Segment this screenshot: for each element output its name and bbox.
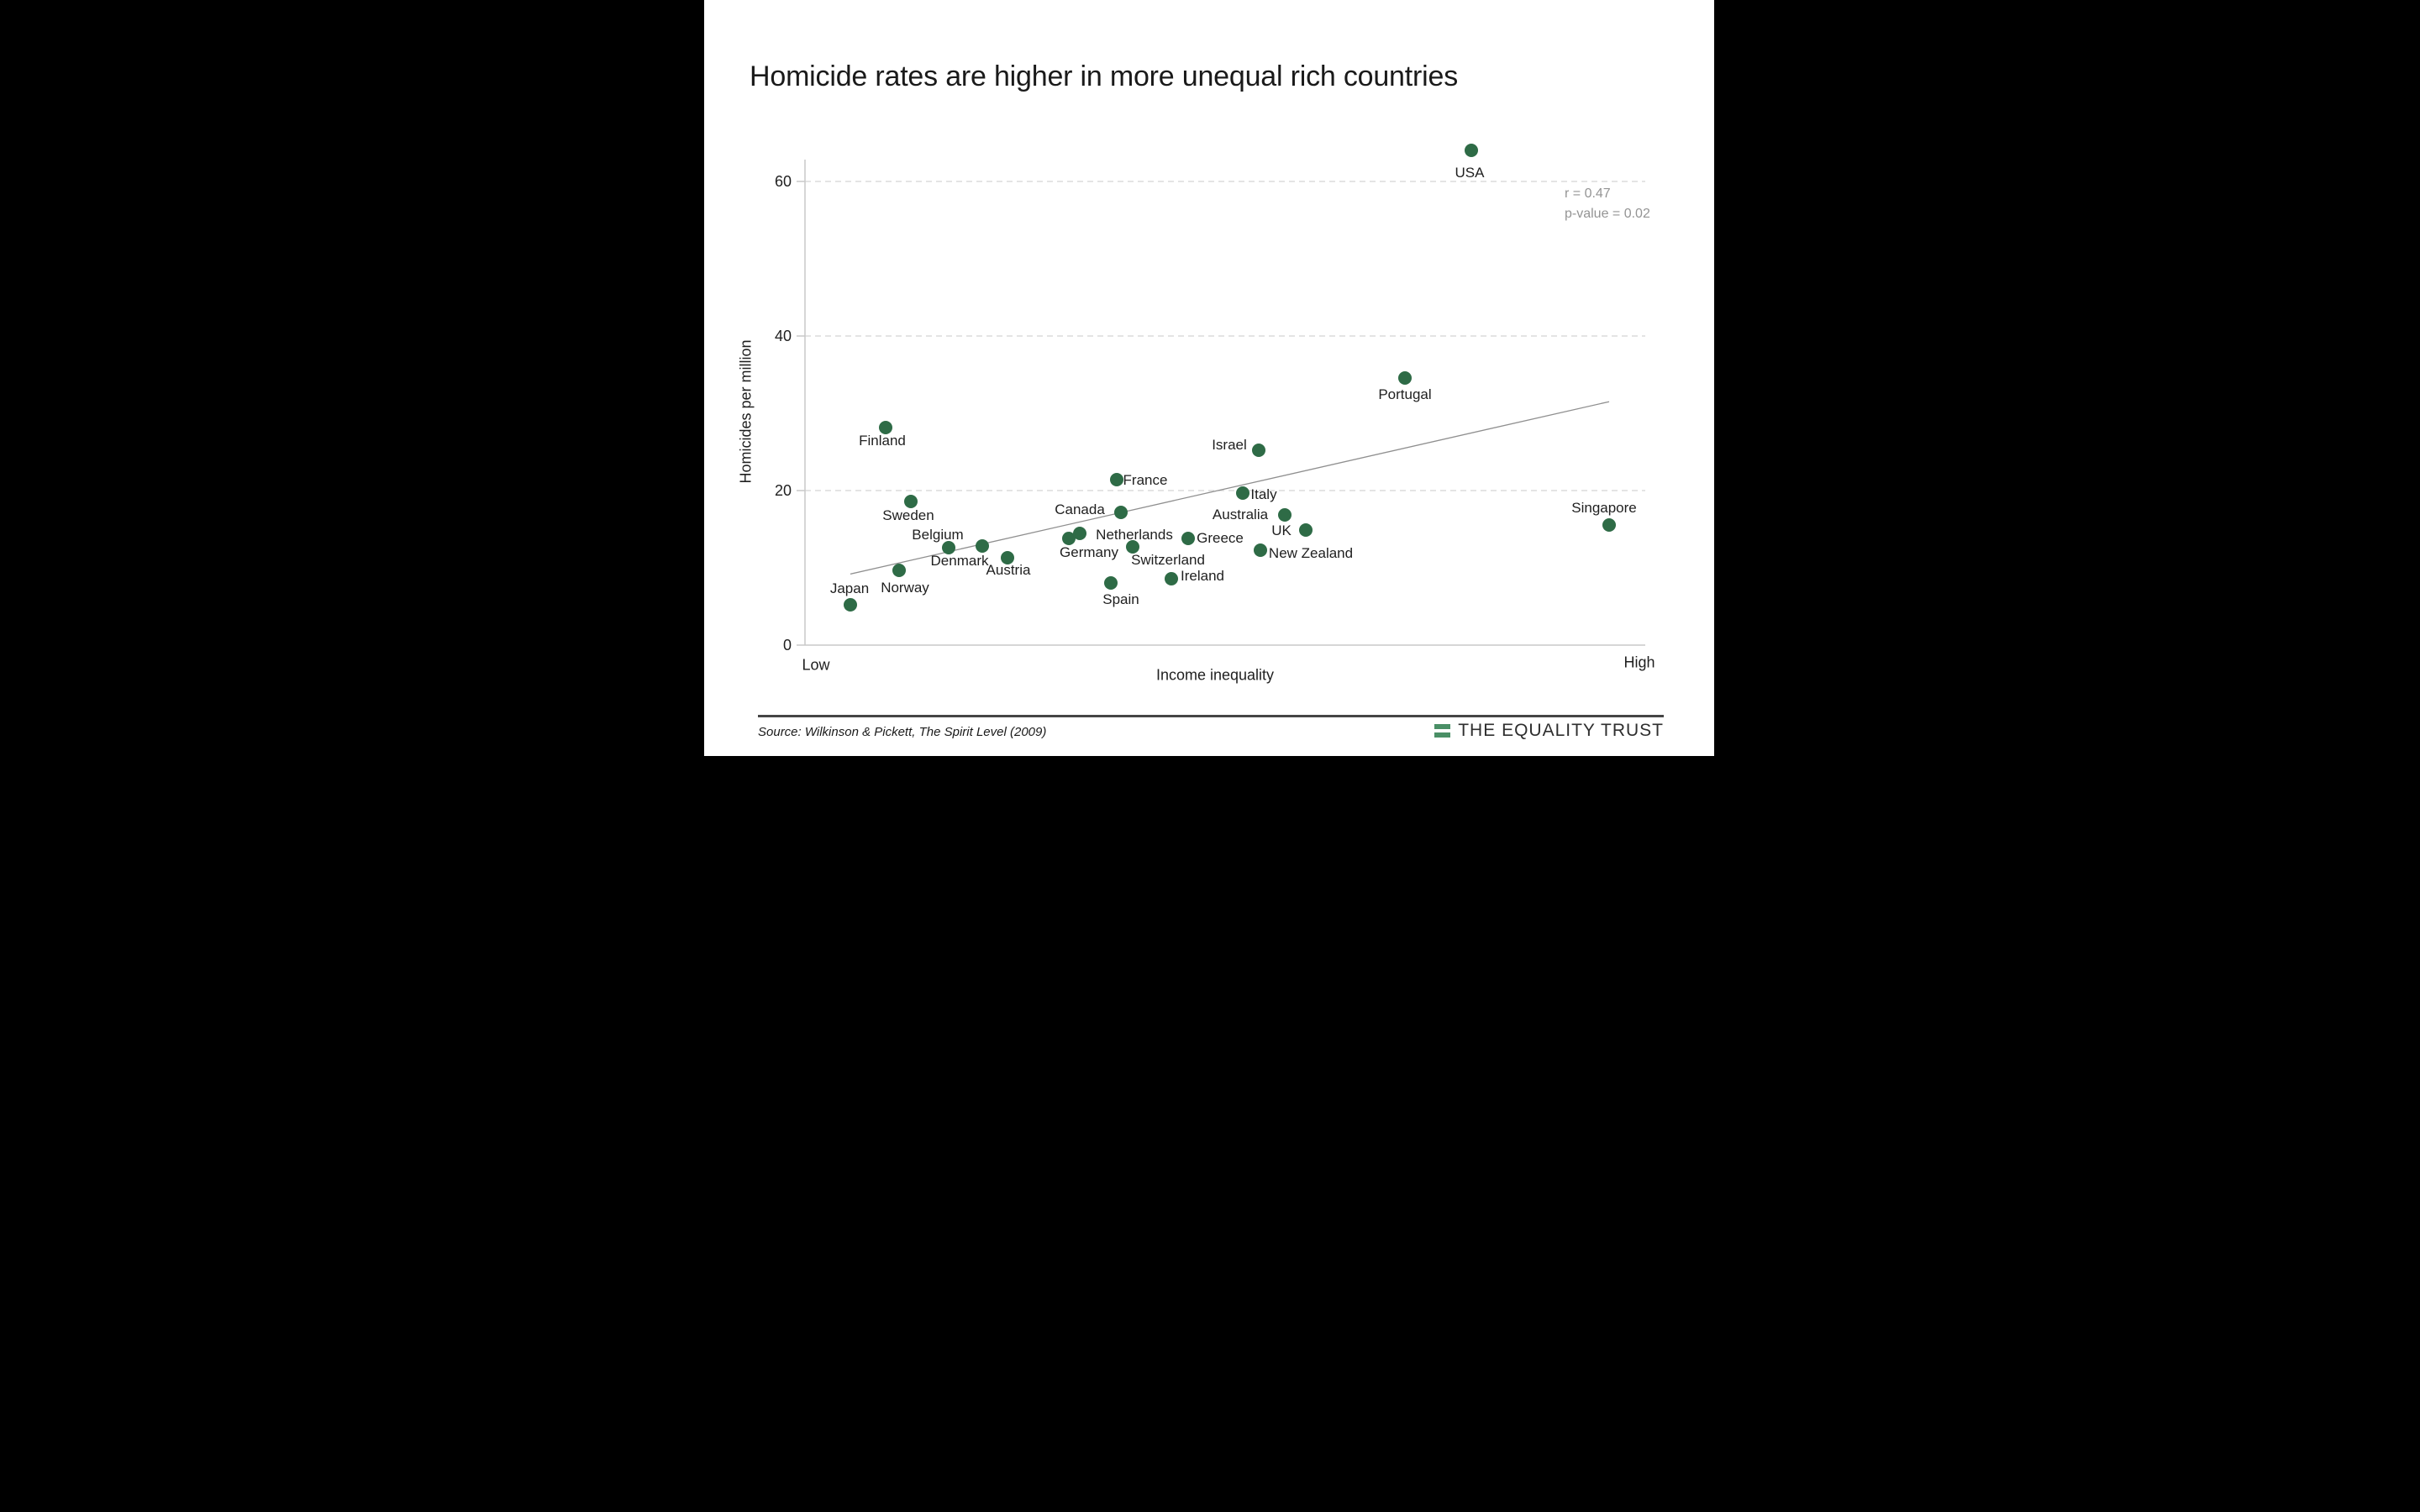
letterbox-bar-left bbox=[605, 0, 704, 756]
data-point-belgium bbox=[942, 541, 955, 555]
data-point-japan bbox=[844, 598, 857, 612]
data-label-israel: Israel bbox=[1212, 437, 1247, 454]
data-label-austria: Austria bbox=[986, 562, 1031, 579]
data-label-france: France bbox=[1123, 472, 1168, 489]
data-label-canada: Canada bbox=[1055, 501, 1105, 517]
x-axis-max-label: High bbox=[1623, 654, 1655, 671]
data-point-sweden bbox=[904, 494, 918, 508]
data-point-israel bbox=[1252, 444, 1265, 458]
y-tick-label-0: 0 bbox=[782, 637, 792, 654]
data-label-belgium: Belgium bbox=[912, 527, 964, 543]
data-label-japan: Japan bbox=[829, 580, 870, 597]
x-axis-min-label: Low bbox=[802, 656, 830, 674]
data-label-singapore: Singapore bbox=[1571, 500, 1637, 517]
data-point-spain bbox=[1104, 576, 1118, 591]
data-point-norway bbox=[892, 563, 906, 577]
y-tick-label-20: 20 bbox=[774, 482, 792, 499]
data-point-italy bbox=[1236, 486, 1249, 500]
source-note: Source: Wilkinson & Pickett, The Spirit … bbox=[758, 725, 1047, 739]
data-label-australia: Australia bbox=[1212, 506, 1269, 522]
logo-text: THE EQUALITY TRUST bbox=[1458, 721, 1664, 740]
data-point-germany bbox=[1062, 532, 1076, 546]
letterbox-bar-right bbox=[1714, 0, 1815, 756]
data-label-denmark: Denmark bbox=[930, 553, 989, 570]
data-point-new-zealand bbox=[1254, 543, 1267, 557]
y-tick-label-40: 40 bbox=[774, 328, 792, 344]
data-label-germany: Germany bbox=[1060, 544, 1118, 561]
data-point-australia bbox=[1278, 507, 1292, 522]
data-point-austria bbox=[1001, 551, 1014, 565]
data-point-switzerland bbox=[1126, 540, 1139, 554]
data-point-portugal bbox=[1398, 370, 1412, 385]
data-label-italy: Italy bbox=[1250, 486, 1277, 502]
data-label-sweden: Sweden bbox=[882, 507, 934, 523]
data-label-uk: UK bbox=[1271, 522, 1292, 538]
data-label-netherlands: Netherlands bbox=[1096, 526, 1173, 543]
equals-bars-icon bbox=[1434, 724, 1451, 738]
data-label-usa: USA bbox=[1455, 165, 1485, 181]
data-point-netherlands bbox=[1073, 526, 1086, 540]
slide-canvas: Homicide rates are higher in more unequa… bbox=[605, 0, 1815, 756]
data-point-ireland bbox=[1165, 571, 1178, 585]
data-point-greece bbox=[1181, 532, 1195, 546]
equals-bar-bottom bbox=[1434, 732, 1451, 738]
trend-line bbox=[850, 401, 1610, 575]
data-label-new-zealand: New Zealand bbox=[1268, 544, 1354, 561]
data-label-finland: Finland bbox=[859, 432, 906, 449]
y-tick-label-60: 60 bbox=[774, 173, 792, 190]
y-axis-title: Homicides per million bbox=[737, 339, 755, 484]
data-label-ireland: Ireland bbox=[1181, 567, 1224, 584]
data-label-norway: Norway bbox=[881, 579, 929, 596]
data-label-greece: Greece bbox=[1197, 530, 1244, 547]
data-point-denmark bbox=[976, 539, 989, 554]
footer-divider bbox=[758, 715, 1664, 717]
x-axis-title: Income inequality bbox=[1155, 666, 1275, 684]
data-point-canada bbox=[1114, 505, 1128, 519]
data-label-switzerland: Switzerland bbox=[1131, 552, 1205, 569]
p-value: p-value = 0.02 bbox=[1565, 207, 1650, 221]
correlation-annotation: r = 0.47 p-value = 0.02 bbox=[1565, 184, 1650, 224]
r-value: r = 0.47 bbox=[1565, 186, 1611, 201]
equals-bar-top bbox=[1434, 724, 1451, 729]
data-point-france bbox=[1110, 473, 1123, 487]
equality-trust-logo: THE EQUALITY TRUST bbox=[1434, 721, 1664, 741]
data-point-singapore bbox=[1602, 518, 1616, 533]
data-point-usa bbox=[1465, 144, 1478, 158]
data-label-portugal: Portugal bbox=[1378, 386, 1432, 402]
data-point-uk bbox=[1299, 522, 1313, 537]
data-label-spain: Spain bbox=[1102, 591, 1139, 608]
chart-title: Homicide rates are higher in more unequa… bbox=[750, 60, 1459, 92]
data-point-finland bbox=[879, 420, 892, 434]
